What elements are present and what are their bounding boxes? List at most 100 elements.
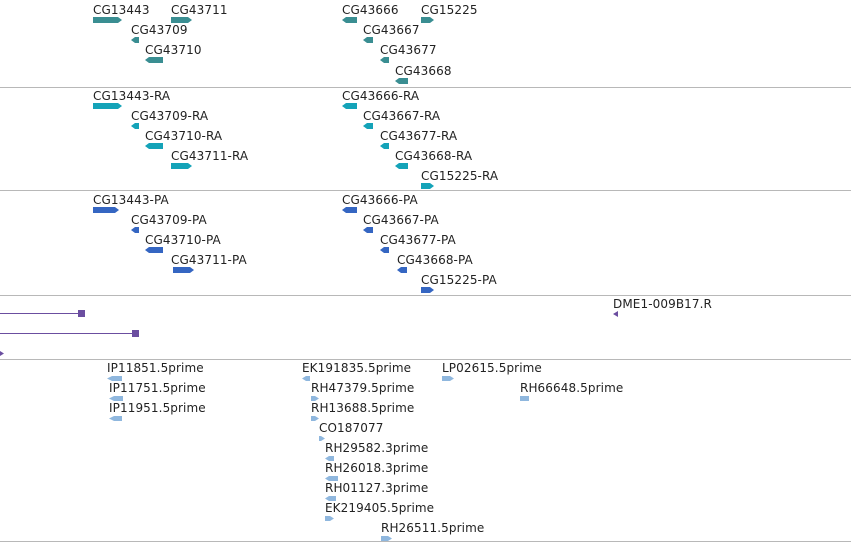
feature-label: EK219405.5prime — [325, 501, 435, 515]
est-glyph — [442, 376, 454, 381]
feature-label: CG43709-PA — [131, 213, 207, 227]
feature-label: LP02615.5prime — [442, 361, 542, 375]
clone-end-glyph — [0, 351, 4, 356]
clone-end-glyph — [613, 311, 618, 317]
transcript-track: CG13443-RA CG43709-RA CG43710-RA CG43711… — [0, 88, 851, 190]
feature-label: CG15225-PA — [421, 273, 497, 287]
protein-glyph — [363, 227, 373, 233]
est-track: IP11851.5prime IP11751.5prime IP11951.5p… — [0, 360, 851, 543]
transcript-glyph — [171, 163, 192, 169]
protein-glyph — [93, 207, 119, 213]
feature-label: CG43710-PA — [145, 233, 221, 247]
feature-label: CG43711 — [171, 3, 228, 17]
feature-label: CG43710 — [145, 43, 202, 57]
feature-label: CG43711-PA — [171, 253, 247, 267]
feature-label: CG43666-RA — [342, 89, 420, 103]
gene-glyph — [342, 17, 357, 23]
feature-label: IP11751.5prime — [109, 381, 206, 395]
feature-label: CG43677-RA — [380, 129, 458, 143]
clone-end-glyph — [78, 310, 85, 317]
est-glyph — [325, 476, 338, 481]
protein-glyph — [397, 267, 407, 273]
track-divider — [0, 359, 851, 360]
feature-label: CG43667-PA — [363, 213, 439, 227]
track-divider — [0, 190, 851, 191]
feature-label: CG13443 — [93, 3, 150, 17]
transcript-glyph — [342, 103, 357, 109]
feature-label: CG43668-RA — [395, 149, 473, 163]
gene-glyph — [131, 37, 139, 43]
est-glyph — [381, 536, 392, 541]
feature-label: CG43677 — [380, 43, 437, 57]
track-divider — [0, 87, 851, 88]
est-glyph — [109, 416, 122, 421]
transcript-glyph — [363, 123, 373, 129]
clone-track: DME1-009B17.R — [0, 296, 851, 359]
clone-end-feature[interactable] — [0, 310, 85, 318]
feature-label: RH29582.3prime — [325, 441, 429, 455]
protein-glyph — [173, 267, 194, 273]
feature-label: CG43677-PA — [380, 233, 456, 247]
protein-glyph — [342, 207, 357, 213]
feature-label: CO187077 — [319, 421, 384, 435]
feature-label: RH26018.3prime — [325, 461, 429, 475]
feature-label: DME1-009B17.R — [613, 297, 712, 311]
feature-label: CG13443-PA — [93, 193, 169, 207]
track-divider — [0, 295, 851, 296]
feature-label: RH26511.5prime — [381, 521, 485, 535]
protein-glyph — [145, 247, 163, 253]
feature-label: CG43709 — [131, 23, 188, 37]
feature-label: CG43711-RA — [171, 149, 249, 163]
est-glyph — [311, 396, 319, 401]
gene-glyph — [395, 78, 408, 84]
track-divider — [0, 541, 851, 542]
est-glyph — [325, 516, 334, 521]
gene-glyph — [380, 57, 389, 63]
protein-track: CG13443-PA CG43709-PA CG43710-PA CG43711… — [0, 191, 851, 295]
protein-glyph — [131, 227, 139, 233]
feature-label: EK191835.5prime — [302, 361, 412, 375]
feature-label: IP11951.5prime — [109, 401, 206, 415]
clone-end-feature[interactable] — [0, 330, 140, 338]
feature-label: CG43667-RA — [363, 109, 441, 123]
feature-label: RH01127.3prime — [325, 481, 429, 495]
clone-line — [0, 313, 80, 314]
feature-label: RH13688.5prime — [311, 401, 415, 415]
feature-label: IP11851.5prime — [107, 361, 204, 375]
feature-label: CG43666 — [342, 3, 399, 17]
transcript-glyph — [93, 103, 122, 109]
feature-label: CG13443-RA — [93, 89, 171, 103]
clone-line — [0, 333, 134, 334]
transcript-glyph — [395, 163, 408, 169]
transcript-glyph — [380, 143, 389, 149]
protein-glyph — [380, 247, 389, 253]
est-glyph — [302, 376, 310, 381]
est-glyph — [520, 396, 529, 401]
gene-track: CG13443 CG43711 CG43709 CG43710 CG43666 … — [0, 0, 851, 87]
transcript-glyph — [131, 123, 139, 129]
est-glyph — [107, 376, 122, 381]
est-glyph — [319, 436, 325, 441]
clone-end-feature[interactable] — [0, 351, 6, 357]
feature-label: CG43667 — [363, 23, 420, 37]
est-glyph — [325, 456, 334, 461]
gene-glyph — [145, 57, 163, 63]
gene-glyph — [421, 17, 434, 23]
feature-label: CG43709-RA — [131, 109, 209, 123]
transcript-glyph — [145, 143, 163, 149]
feature-label: CG43710-RA — [145, 129, 223, 143]
feature-label: RH66648.5prime — [520, 381, 624, 395]
gene-glyph — [171, 17, 192, 23]
feature-label: CG43666-PA — [342, 193, 418, 207]
clone-end-glyph — [132, 330, 139, 337]
feature-label: RH47379.5prime — [311, 381, 415, 395]
est-glyph — [109, 396, 123, 401]
feature-label: CG15225-RA — [421, 169, 499, 183]
protein-glyph — [421, 287, 434, 293]
transcript-glyph — [421, 183, 434, 189]
feature-label: CG15225 — [421, 3, 478, 17]
est-glyph — [325, 496, 336, 501]
est-glyph — [311, 416, 319, 421]
gene-glyph — [363, 37, 373, 43]
feature-label: CG43668 — [395, 64, 452, 78]
